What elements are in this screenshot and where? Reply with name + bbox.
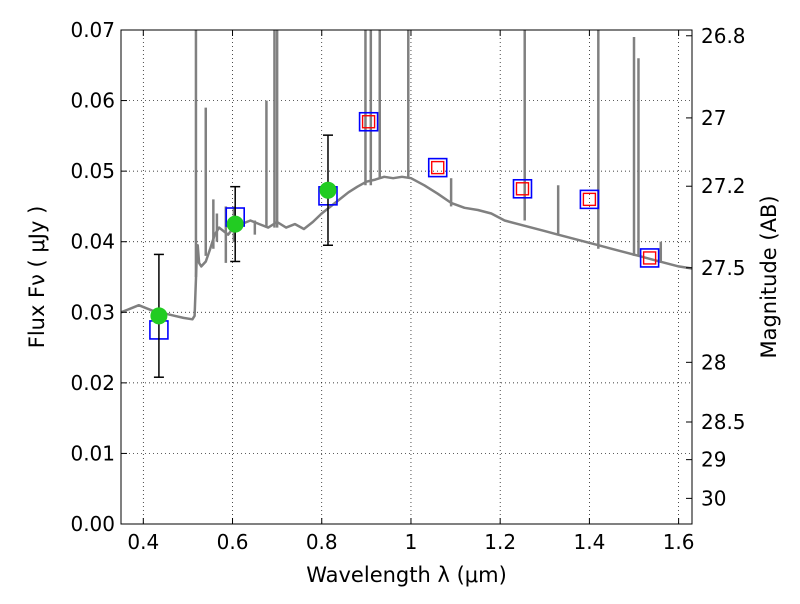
y2-tick-label: 27: [701, 106, 726, 130]
model-band-square: [579, 189, 600, 210]
y-tick-label: 0.06: [70, 89, 115, 113]
grid-layer: [121, 29, 692, 525]
x-tick-label: 1: [405, 530, 418, 554]
model-band-square: [639, 248, 660, 268]
y-tick-label: 0.04: [70, 230, 115, 254]
y2-tick-label: 29: [701, 448, 726, 472]
y-axis-label: Flux Fν ( μJy ): [25, 206, 49, 349]
y-tick-label: 0.00: [70, 512, 115, 536]
x-tick-label: 0.4: [127, 530, 159, 554]
plot-frame: [120, 29, 693, 525]
predicted-square: [582, 192, 597, 207]
model-spectrum-layer: [120, 30, 693, 321]
y2-tick-label: 27.5: [701, 256, 746, 280]
predicted-square: [642, 251, 657, 265]
markers-layer: [149, 111, 660, 378]
y2-tick-label: 27.2: [701, 174, 746, 198]
observed-point: [319, 181, 337, 199]
y2-tick-label: 28: [701, 350, 726, 374]
predicted-square: [431, 160, 445, 175]
model-band-square: [427, 157, 448, 178]
x-tick-label: 0.6: [217, 530, 249, 554]
y2-tick-label: 26.8: [701, 24, 746, 48]
model-band-square: [358, 111, 379, 132]
y-tick-label: 0.03: [70, 300, 115, 324]
x-tick-label: 1.2: [484, 530, 516, 554]
model-band-square: [512, 178, 533, 199]
y2-tick-label: 28.5: [701, 410, 746, 434]
observed-point: [226, 215, 244, 233]
x-tick-label: 1.6: [663, 530, 695, 554]
ticks-layer: 0.4 0.6 0.8 1 1.2 1.4 1.6 0.00 0.01 0.02 0.03 0.04 0…: [70, 18, 745, 554]
y-tick-label: 0.05: [70, 159, 115, 183]
observed-point: [150, 307, 168, 325]
y2-tick-label: 30: [701, 486, 726, 510]
y-tick-label: 0.02: [70, 371, 115, 395]
x-tick-label: 0.8: [306, 530, 338, 554]
x-tick-label: 1.4: [573, 530, 605, 554]
predicted-square: [515, 182, 530, 196]
x-axis-label: Wavelength λ (μm): [306, 563, 507, 587]
y2-axis-label: Magnitude (AB): [757, 195, 781, 358]
y-tick-label: 0.07: [70, 18, 115, 42]
predicted-square: [361, 115, 376, 129]
y-tick-label: 0.01: [70, 441, 115, 465]
